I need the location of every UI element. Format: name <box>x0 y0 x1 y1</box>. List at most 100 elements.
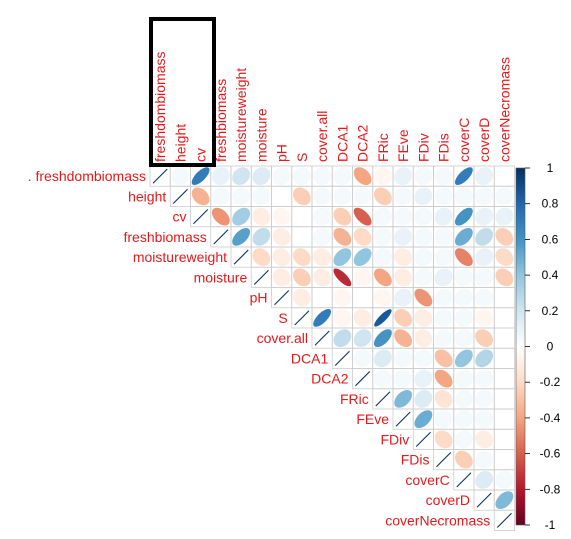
correlation-ellipse <box>272 248 291 267</box>
correlation-ellipse <box>454 369 473 388</box>
correlation-ellipse <box>232 207 251 226</box>
correlation-ellipse <box>292 268 311 287</box>
correlation-ellipse <box>495 167 514 186</box>
correlation-ellipse <box>394 329 413 348</box>
correlation-ellipse <box>313 308 332 327</box>
correlation-ellipse <box>353 187 372 206</box>
correlation-ellipse <box>454 410 473 429</box>
correlation-ellipse <box>475 410 494 429</box>
row-labels: . freshdombiomass height cv freshbiomass moi… <box>28 168 491 528</box>
correlation-ellipse <box>394 369 413 388</box>
column-label: freshbiomass <box>213 79 229 162</box>
correlation-ellipse <box>333 308 352 327</box>
legend-tick-label: 0 <box>547 340 554 354</box>
correlation-ellipse <box>353 349 372 368</box>
correlation-ellipse <box>434 349 453 368</box>
column-label: moisture <box>253 108 269 162</box>
column-label: moistureweight <box>233 68 249 162</box>
correlation-ellipse <box>313 248 332 267</box>
correlation-ellipse <box>495 470 514 489</box>
correlation-ellipse <box>394 207 413 226</box>
correlation-ellipse <box>272 207 291 226</box>
correlation-ellipse <box>252 187 271 206</box>
correlation-ellipse <box>394 349 413 368</box>
correlation-ellipse <box>414 389 433 408</box>
correlation-ellipse <box>434 288 453 307</box>
correlation-ellipse <box>454 227 473 246</box>
row-label: cv <box>173 209 187 225</box>
diagonal-mark <box>456 472 472 488</box>
correlation-ellipse <box>454 349 473 368</box>
legend-tick-label: -1 <box>545 518 556 532</box>
row-label: moistureweight <box>133 249 227 265</box>
column-label: coverC <box>456 118 472 162</box>
row-label: . freshdombiomass <box>28 168 146 184</box>
correlation-ellipse <box>313 187 332 206</box>
correlation-ellipse <box>252 227 271 246</box>
correlation-ellipse <box>333 167 352 186</box>
row-label: moisture <box>194 269 248 285</box>
correlation-ellipse <box>394 389 413 408</box>
row-label: height <box>128 188 166 204</box>
legend-tick-label: -0.6 <box>540 447 561 461</box>
correlation-ellipse <box>475 430 494 449</box>
legend-tick-label: 0.4 <box>542 268 559 282</box>
correlation-ellipse <box>475 268 494 287</box>
column-label: DCA2 <box>355 124 371 162</box>
correlation-ellipse <box>394 187 413 206</box>
correlation-ellipse <box>272 227 291 246</box>
correlation-ellipse <box>454 329 473 348</box>
correlation-ellipse <box>292 288 311 307</box>
correlation-ellipse <box>394 248 413 267</box>
row-label: pH <box>250 290 268 306</box>
grid-cell <box>493 327 515 349</box>
correlation-ellipse <box>373 268 392 287</box>
correlation-ellipse <box>495 268 514 287</box>
correlation-ellipse <box>495 248 514 267</box>
correlation-ellipse <box>434 248 453 267</box>
correlation-ellipse <box>475 389 494 408</box>
column-labels: freshdombiomass height cv freshbiomass moist… <box>152 52 512 163</box>
correlation-ellipse <box>313 268 332 287</box>
row-label: cover.all <box>257 330 308 346</box>
correlation-ellipse <box>333 187 352 206</box>
correlation-ellipse <box>394 288 413 307</box>
diagonal-mark <box>395 411 411 427</box>
correlation-ellipse <box>454 308 473 327</box>
correlation-ellipse <box>232 227 251 246</box>
row-label: FDis <box>401 452 430 468</box>
correlation-ellipse <box>434 227 453 246</box>
correlation-ellipse <box>313 227 332 246</box>
correlation-ellipse <box>495 491 514 510</box>
correlation-ellipse <box>211 207 230 226</box>
correlation-ellipse <box>394 308 413 327</box>
row-label: FEve <box>356 411 389 427</box>
diagonal-mark <box>274 290 290 306</box>
diagonal-mark <box>233 249 249 265</box>
correlation-ellipse <box>232 187 251 206</box>
correlation-ellipse <box>353 167 372 186</box>
correlation-ellipse <box>475 167 494 186</box>
correlation-ellipse <box>232 167 251 186</box>
correlation-ellipse <box>414 268 433 287</box>
diagonal-mark <box>152 168 168 184</box>
color-legend-ticks: 1 0.8 0.6 0.4 0.2 0 -0.2 -0.4 -0.6 -0.8 -1 <box>525 161 561 532</box>
column-label: FDis <box>436 133 452 162</box>
correlation-ellipse <box>414 369 433 388</box>
correlation-ellipse <box>373 167 392 186</box>
diagonal-mark <box>476 492 492 508</box>
correlation-ellipse <box>475 288 494 307</box>
grid-cell <box>493 428 515 450</box>
grid-cell <box>493 347 515 369</box>
correlation-ellipse <box>454 389 473 408</box>
correlation-ellipse <box>495 227 514 246</box>
correlation-ellipse <box>252 207 271 226</box>
column-label: S <box>294 153 310 162</box>
correlation-ellipse <box>454 288 473 307</box>
correlation-ellipse <box>454 450 473 469</box>
column-label: coverNecromass <box>496 57 512 162</box>
correlation-ellipse <box>211 167 230 186</box>
correlation-ellipse <box>414 349 433 368</box>
correlation-ellipse <box>414 207 433 226</box>
correlation-ellipse <box>252 248 271 267</box>
